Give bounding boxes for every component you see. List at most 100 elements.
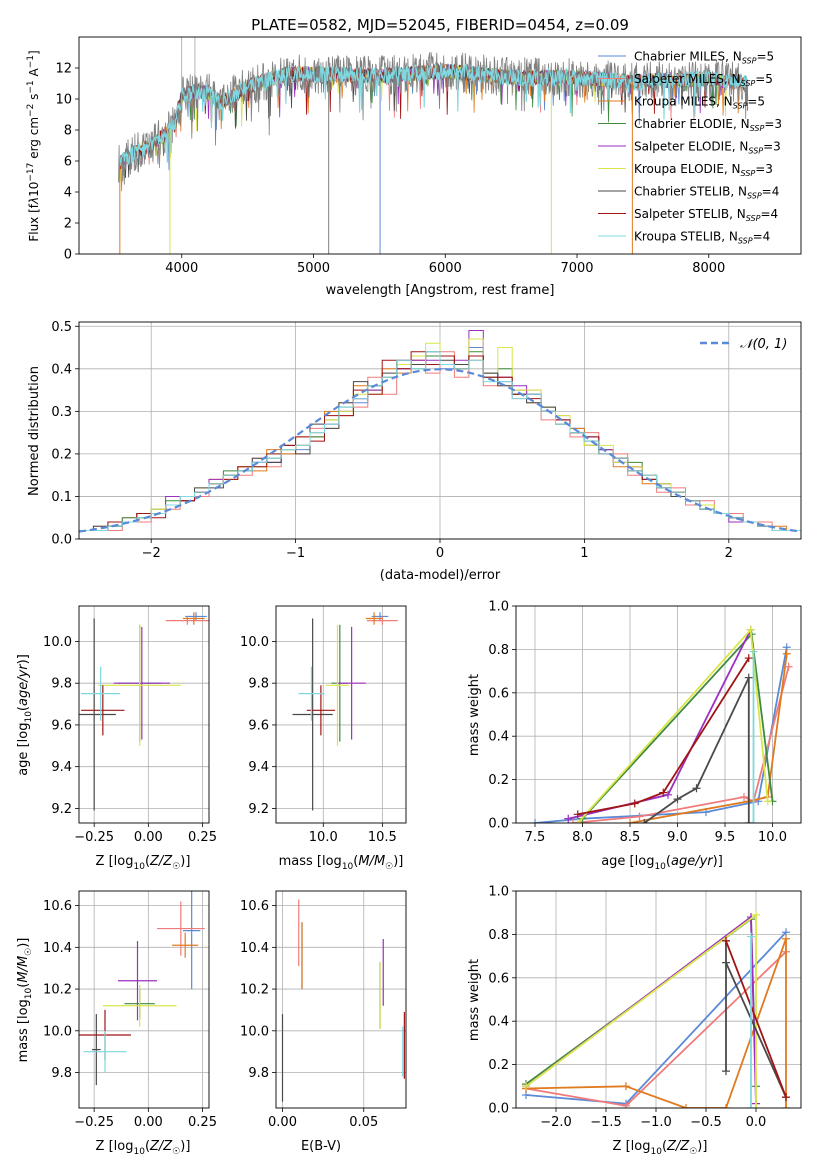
wz-ytick-label: 0.6 [488,971,509,986]
legend-count: =4 [760,207,778,221]
agez-ytick-label: 9.8 [51,677,72,692]
spectrum-model-kroupa_stelib [118,62,749,166]
wz-marker-kroupa_miles [722,1104,730,1108]
agemass-plot-area [292,612,398,811]
wz-plot-area [522,910,790,1108]
wz-marker-kroupa_miles [782,934,790,943]
wz-marker-kroupa_miles [622,1082,630,1091]
massebv-xtick-label: 0.05 [349,1115,378,1130]
weight-vs-age-axes: 7.5 8.0 8.5 9.0 9.5 10.0 0.0 0.2 0.4 0.6 0.8 1.0 [488,600,802,845]
wage-marker-salpeter_stelib [744,654,753,663]
wage-marker-salpeter_stelib [630,799,639,808]
wage-marker-kroupa_miles [626,819,634,823]
legend-label-chabrier_miles: Chabrier MILES, NSSP=5 [634,50,774,66]
wz-line-chabrier_stelib [725,940,787,1098]
legend-subscript: SSP [733,102,748,111]
wz-line-kroupa_elodie [525,913,757,1108]
massz-ytick-label: 10.2 [43,983,72,998]
wz-ytick-label: 0.0 [488,1102,509,1117]
legend-subscript: SSP [747,192,762,201]
wage-line-salpeter_elodie [568,629,752,820]
weight-vs-z-axes: −2.0 −1.5 −1.0 −0.5 0.0 0.0 0.2 0.4 0.6 0.8 1.0 [488,885,802,1130]
wage-xtick-label: 8.5 [620,830,641,845]
legend-count: =5 [747,95,765,109]
wz-marker-kroupa_miles [782,1104,790,1108]
spectrum-ytick-label: 8 [64,124,72,139]
agez-plot-area [79,612,209,811]
agemass-frame [275,605,407,824]
legend-label-salpeter_elodie: Salpeter ELODIE, NSSP=3 [634,140,781,156]
spectrum-ytick-label: 10 [55,93,72,108]
legend-count: =5 [755,72,773,86]
mass-vs-ebv-xlabel: E(B-V) [301,1139,341,1154]
wage-line-salpeter_stelib [577,657,750,816]
residuals-ytick-label: 0.0 [51,533,72,548]
wz-marker-salpeter_stelib [782,1093,790,1102]
wz-ytick-label: 0.8 [488,928,509,943]
wz-marker-chabrier_stelib [722,958,730,967]
legend-count: =5 [756,50,774,64]
spectrum-ytick-label: 2 [64,217,72,232]
spectrum-xtick-label: 5000 [297,261,330,276]
wage-ytick-label: 0.4 [488,730,509,745]
residuals-ytick-label: 0.1 [51,490,72,505]
legend-label-kroupa_miles: Kroupa MILES, NSSP=5 [634,95,765,111]
wage-plot-area [531,625,793,823]
weight-vs-age-xlabel: age [log10(age/yr)] [601,854,723,872]
legend-count: =3 [764,117,782,131]
agez-frame [78,605,210,824]
spectrum-legend: Chabrier MILES, NSSP=5 Salpeter MILES, NS… [598,50,782,246]
massz-ytick-label: 9.8 [51,1066,72,1081]
legend-label-salpeter_stelib: Salpeter STELIB, NSSP=4 [634,207,778,223]
legend-count: =4 [762,185,780,199]
wage-ytick-label: 0.0 [488,817,509,832]
legend-subscript: SSP [750,124,765,133]
wz-ytick-label: 0.4 [488,1015,509,1030]
wage-line-chabrier_stelib [643,677,750,823]
legend-label-kroupa_elodie: Kroupa ELODIE, NSSP=3 [634,162,773,178]
massz-frame [78,890,210,1109]
legend-label-salpeter_miles: Salpeter MILES, NSSP=5 [634,72,773,88]
age-vs-z-ylabel: age [log10(age/yr)] [16,654,34,776]
massebv-xtick-label: 0.00 [268,1115,297,1130]
agez-xtick-label: 0.00 [134,830,163,845]
wz-marker-kroupa_stelib [747,932,755,941]
wage-xtick-label: 8.0 [572,830,593,845]
wage-marker-chabrier_miles [531,819,539,823]
wage-ytick-label: 0.8 [488,643,509,658]
wz-marker-kroupa_miles [682,1104,690,1108]
spectrum-ytick-label: 0 [64,248,72,263]
mass-vs-z-ylabel: mass [log10(M/M☉)] [16,938,34,1063]
agez-xtick-label: −0.25 [74,830,114,845]
agez-ytick-label: 10.0 [43,635,72,650]
legend-subscript: SSP [738,237,753,246]
wage-marker-salpeter_stelib [659,788,668,797]
residuals-frame [78,321,802,540]
wz-xtick-label: −1.0 [640,1115,672,1130]
residuals-xtick-label: 0 [436,546,444,561]
residuals-xtick-label: 1 [580,546,588,561]
residuals-xtick-label: −1 [286,546,305,561]
wz-xtick-label: −1.5 [590,1115,622,1130]
wz-line-kroupa_miles [525,938,787,1108]
wage-marker-chabrier_stelib [673,795,682,804]
spectrum-plot-area [118,37,749,254]
massebv-frame [275,890,407,1109]
age-vs-mass-axes: 10.0 10.5 9.2 9.4 9.6 9.8 10.0 [240,605,407,845]
spectrum-axes: 4000 5000 6000 7000 8000 0 2 4 6 8 10 12 [55,36,802,276]
residuals-plot-area [79,330,801,539]
normal-legend-label: 𝒩(0, 1) [740,337,787,352]
weight-vs-z-ylabel: mass weight [467,959,482,1041]
wz-marker-kroupa_stelib [747,1104,755,1108]
massz-xtick-label: 0.25 [188,1115,217,1130]
wage-marker-kroupa_miles [782,649,791,658]
wage-marker-kroupa_elodie [746,625,755,634]
agemass-ytick-label: 9.6 [248,718,269,733]
wz-marker-kroupa_elodie [522,1082,530,1091]
residuals-axes: −2 −1 0 1 2 0.0 0.1 0.2 0.3 0.4 0.5 [51,320,802,561]
mass-vs-z-axes: −0.25 0.00 0.25 9.8 10.0 10.2 10.4 10.6 [43,890,217,1130]
agez-ytick-label: 9.2 [51,802,72,817]
residuals-ylabel: Normed distribution [27,366,42,496]
residuals-xlabel: (data-model)/error [380,568,501,583]
